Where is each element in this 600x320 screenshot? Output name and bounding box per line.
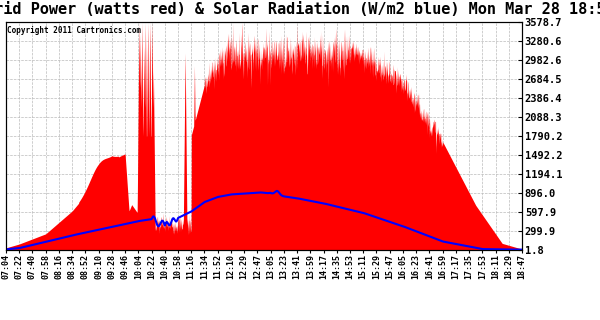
Text: Copyright 2011 Cartronics.com: Copyright 2011 Cartronics.com xyxy=(7,26,141,35)
Text: Grid Power (watts red) & Solar Radiation (W/m2 blue) Mon Mar 28 18:57: Grid Power (watts red) & Solar Radiation… xyxy=(0,2,600,17)
